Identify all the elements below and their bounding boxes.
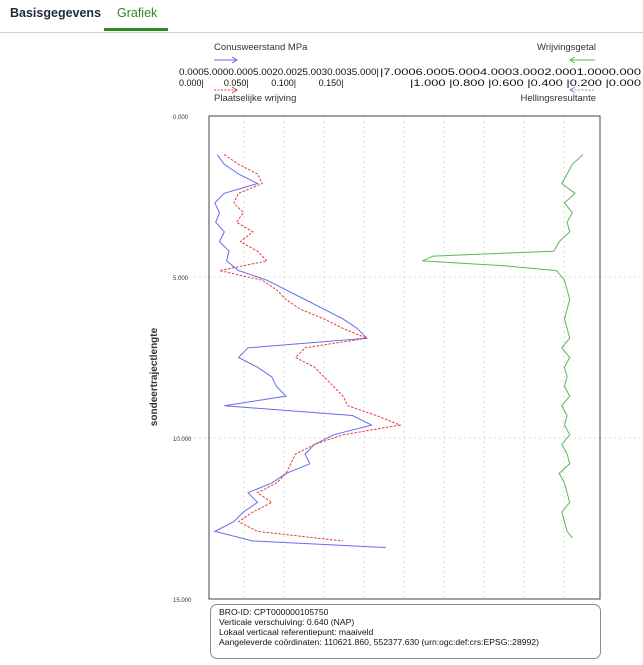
series-line-0 [213,154,386,548]
helling-tick-row: |1.000 |0.800 |0.600 |0.400 |0.200 |0.00… [410,78,641,88]
y-tick-label: 5.000 [173,276,189,282]
conus-axis-title: Conusweerstand MPa [214,42,308,53]
referentiepunt-text: Lokaal verticaal referentiepunt: maaivel… [219,627,374,637]
helling-axis-title: Hellingsresultante [520,93,596,104]
plot-frame [208,115,601,600]
info-box: BRO-ID: CPT000000105750 Verticale versch… [210,604,601,659]
y-tick-label: 10.000 [173,437,192,443]
tab-grafiek[interactable]: Grafiek [117,6,158,20]
bro-id-text: BRO-ID: CPT000000105750 [219,607,329,617]
wrijving-axis-title: Plaatselijke wrijving [214,93,296,104]
tab-basisgegevens[interactable]: Basisgegevens [10,6,102,20]
tab-bar: Basisgegevens Grafiek [0,0,643,33]
series-line-1 [219,154,402,542]
plot-area: 0.000 5.000 10.000 15.000 [173,115,640,604]
conus-tick-row: 0.0005.0000.0005.0020.0025.0030.0035.000… [179,67,379,77]
wrijvingsgetal-tick-row: |7.0006.0005.0004.0003.0002.0001.0000.00… [380,67,641,77]
coordinaten-text: Aangeleverde coördinaten: 110621.860, 55… [219,637,539,647]
helling-legend-arrow [569,86,595,94]
wrijvingsgetal-legend-arrow [569,56,595,64]
y-axis-label: sondeertrajectlengte [149,327,160,426]
wrijving-legend-arrow [214,86,238,94]
y-tick-label: 0.000 [173,115,189,121]
wrijving-tick-row: 0.000| 0.050| 0.100| 0.150| [179,78,343,88]
verticale-verschuiving-text: Verticale verschuiving: 0.640 (NAP) [219,617,355,627]
active-tab-indicator [104,28,168,31]
conus-legend-arrow [214,56,238,64]
cpt-chart: Conusweerstand MPa Wrijvingsgetal 0.0005… [149,42,641,604]
series-line-2 [422,154,584,539]
y-tick-label: 15.000 [173,598,192,604]
wrijvingsgetal-axis-title: Wrijvingsgetal [537,42,596,53]
